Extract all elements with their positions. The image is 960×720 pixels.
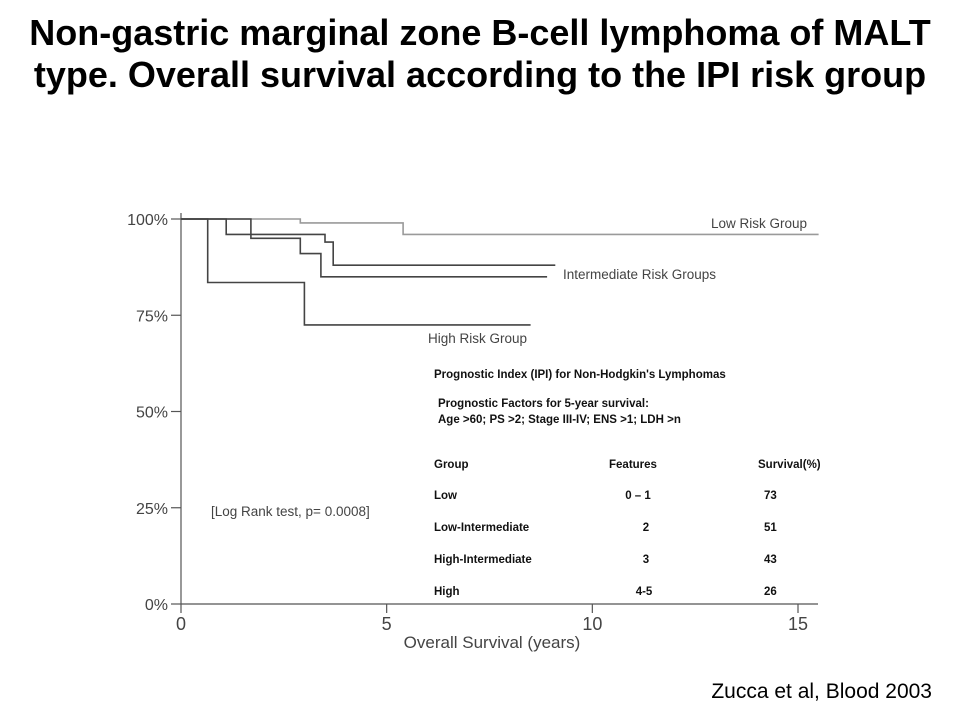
ipi-cell-features: 3 (643, 554, 649, 566)
annotation-low-risk: Low Risk Group (711, 216, 807, 231)
y-tick-label: 100% (127, 212, 168, 229)
annotation-high-risk: High Risk Group (428, 331, 527, 346)
x-tick-label: 10 (582, 614, 602, 634)
ipi-cell-features: 4-5 (636, 586, 653, 598)
series-line-intermediate-risk-groups (181, 218, 548, 278)
ipi-cell-features: 0 – 1 (625, 490, 651, 502)
x-tick-label: 5 (382, 614, 392, 634)
ipi-cell-survival: 73 (764, 490, 777, 502)
ipi-cell-group: High-Intermediate (434, 554, 532, 566)
ipi-cell-survival: 43 (764, 554, 777, 566)
ipi-header-survival: Survival(%) (758, 459, 821, 471)
y-tick-label: 75% (136, 308, 168, 325)
series-line-low-risk-group (181, 218, 819, 236)
ipi-table-title: Prognostic Index (IPI) for Non-Hodgkin's… (434, 369, 726, 381)
annotation-logrank: [Log Rank test, p= 0.0008] (211, 504, 370, 519)
y-tick-label: 50% (136, 405, 168, 422)
series-line-intermediate-risk-groups (181, 218, 556, 267)
ipi-factors-line-2: Age >60; PS >2; Stage III-IV; ENS >1; LD… (438, 414, 681, 426)
slide-title: Non-gastric marginal zone B-cell lymphom… (0, 12, 960, 96)
slide-title-line-1: Non-gastric marginal zone B-cell lymphom… (29, 12, 931, 53)
ipi-cell-features: 2 (643, 522, 649, 534)
ipi-cell-group: High (434, 586, 460, 598)
y-tick-label: 25% (136, 501, 168, 518)
slide-title-line-2: type. Overall survival according to the … (33, 54, 927, 95)
ipi-header-group: Group (434, 459, 469, 471)
ipi-header-features: Features (609, 459, 657, 471)
citation: Zucca et al, Blood 2003 (711, 680, 932, 703)
y-tick-label: 0% (145, 597, 168, 614)
ipi-cell-survival: 51 (764, 522, 777, 534)
x-axis-label: Overall Survival (years) (404, 633, 581, 652)
ipi-cell-group: Low-Intermediate (434, 522, 529, 534)
ipi-cell-survival: 26 (764, 586, 777, 598)
x-tick-label: 0 (176, 614, 186, 634)
ipi-cell-group: Low (434, 490, 457, 502)
ipi-factors-line-1: Prognostic Factors for 5-year survival: (438, 398, 649, 410)
annotation-intermediate-risk: Intermediate Risk Groups (563, 267, 716, 282)
x-tick-label: 15 (788, 614, 808, 634)
series-line-high-risk-group (181, 218, 531, 326)
